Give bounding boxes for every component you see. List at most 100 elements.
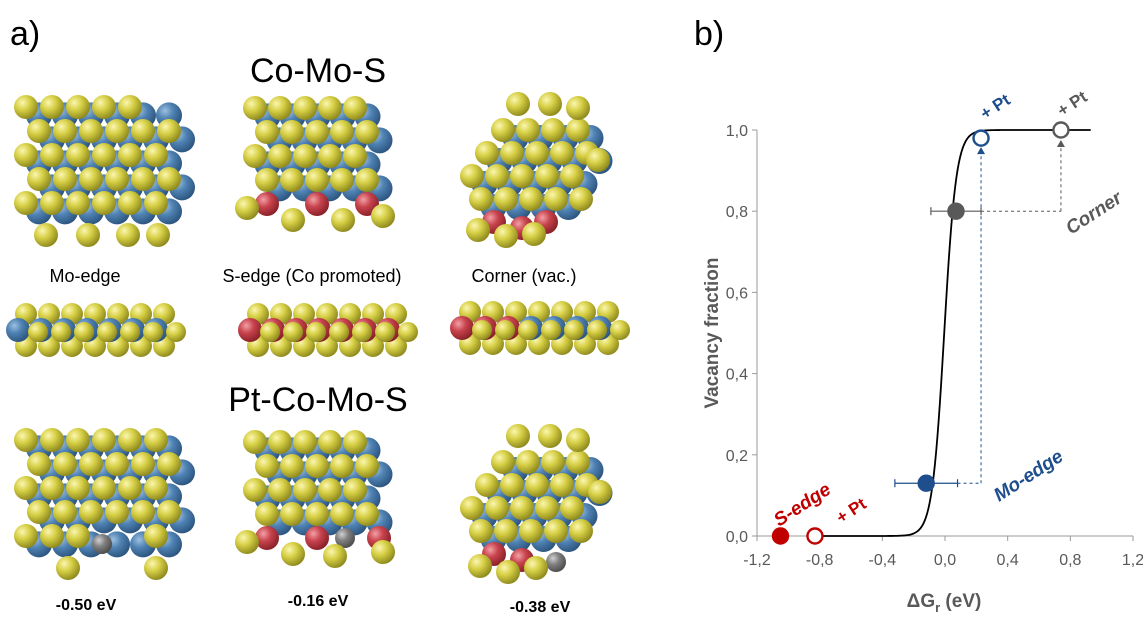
structure-mo-edge-top bbox=[14, 95, 195, 247]
sulfur-atom bbox=[14, 95, 38, 119]
cobalt-atom bbox=[238, 318, 262, 342]
sulfur-atom bbox=[280, 454, 304, 478]
cobalt-atom bbox=[255, 192, 279, 216]
sulfur-atom bbox=[331, 208, 355, 232]
sulfur-atom bbox=[53, 119, 77, 143]
corner-point bbox=[947, 202, 965, 220]
x-tick-label: 0,4 bbox=[997, 552, 1019, 569]
vacancy-chart: 0,0 0,2 0,4 0,6 0,8 1,0 -1,2 -0,8 -0,4 0,0 0,4 0,8 1… bbox=[702, 87, 1143, 615]
sulfur-atom bbox=[538, 92, 562, 116]
molybdenum-atom bbox=[6, 318, 30, 342]
sulfur-atom bbox=[116, 223, 140, 247]
sulfur-atom bbox=[506, 424, 530, 448]
y-tick-label: 0,4 bbox=[726, 367, 748, 384]
sulfur-atom bbox=[255, 502, 279, 526]
y-tick-label: 0,8 bbox=[726, 204, 748, 221]
sulfur-atom bbox=[40, 476, 64, 500]
energy-s-edge: -0.16 eV bbox=[288, 593, 349, 610]
sulfur-atom bbox=[495, 320, 515, 340]
sulfur-atom bbox=[535, 164, 559, 188]
sulfur-atom bbox=[14, 476, 38, 500]
x-tick-label: 0,8 bbox=[1059, 552, 1081, 569]
panel-b-label: b) bbox=[694, 15, 724, 53]
sigmoid-curve bbox=[811, 129, 1091, 537]
sulfur-atom bbox=[92, 476, 116, 500]
sulfur-atom bbox=[343, 478, 367, 502]
sulfur-atom bbox=[371, 204, 395, 228]
sulfur-atom bbox=[566, 428, 590, 452]
bottom-title: Pt-Co-Mo-S bbox=[228, 381, 407, 419]
sulfur-atom bbox=[560, 496, 584, 520]
sulfur-atom bbox=[105, 167, 129, 191]
sulfur-atom bbox=[525, 473, 549, 497]
sulfur-atom bbox=[40, 191, 64, 215]
sulfur-atom bbox=[40, 95, 64, 119]
sulfur-atom bbox=[524, 556, 548, 580]
y-axis-label: Vacancy fraction bbox=[702, 257, 723, 408]
sulfur-atom bbox=[588, 480, 612, 504]
y-tick-label: 1,0 bbox=[726, 123, 748, 140]
sulfur-atom bbox=[500, 141, 524, 165]
sulfur-atom bbox=[255, 454, 279, 478]
sulfur-atom bbox=[330, 168, 354, 192]
sulfur-atom bbox=[27, 452, 51, 476]
sulfur-atom bbox=[305, 454, 329, 478]
structure-corner-bottom bbox=[460, 424, 613, 584]
sulfur-atom bbox=[371, 540, 395, 564]
sulfur-atom bbox=[318, 96, 342, 120]
structure-s-edge-top bbox=[235, 96, 395, 232]
x-tick-label: -0,4 bbox=[869, 552, 897, 569]
sulfur-atom bbox=[280, 168, 304, 192]
sulfur-atom bbox=[157, 452, 181, 476]
structure-corner-top bbox=[460, 92, 613, 248]
sulfur-atom bbox=[566, 450, 590, 474]
sulfur-atom bbox=[460, 496, 484, 520]
sulfur-atom bbox=[519, 187, 543, 211]
sulfur-atom bbox=[92, 95, 116, 119]
x-tick-label: -0,8 bbox=[806, 552, 834, 569]
sulfur-atom bbox=[118, 191, 142, 215]
sulfur-atom bbox=[79, 167, 103, 191]
sulfur-atom bbox=[468, 554, 492, 578]
sulfur-atom bbox=[506, 92, 530, 116]
sulfur-atom bbox=[491, 118, 515, 142]
sulfur-atom bbox=[306, 322, 326, 342]
structure-s-edge-bottom bbox=[235, 430, 395, 568]
x-axis-label: ΔGr (eV) bbox=[907, 591, 982, 615]
sulfur-atom bbox=[97, 322, 117, 342]
sulfur-atom bbox=[475, 473, 499, 497]
sulfur-atom bbox=[34, 223, 58, 247]
sulfur-atom bbox=[281, 542, 305, 566]
structure-mo-edge-bottom bbox=[14, 428, 195, 580]
sulfur-atom bbox=[569, 519, 593, 543]
annotation-pt-red: + Pt bbox=[833, 494, 870, 527]
sulfur-atom bbox=[131, 167, 155, 191]
sulfur-atom bbox=[157, 167, 181, 191]
structure-label-mo-edge: Mo-edge bbox=[49, 266, 120, 286]
sulfur-atom bbox=[541, 118, 565, 142]
sulfur-atom bbox=[318, 430, 342, 454]
sulfur-atom bbox=[519, 519, 543, 543]
y-tick-label: 0,6 bbox=[726, 285, 748, 302]
sideview-corner bbox=[450, 301, 630, 355]
sulfur-atom bbox=[318, 144, 342, 168]
sulfur-atom bbox=[469, 187, 493, 211]
corner-pt-point bbox=[1052, 121, 1070, 139]
sulfur-atom bbox=[375, 322, 395, 342]
sulfur-atom bbox=[255, 168, 279, 192]
sulfur-atom bbox=[516, 450, 540, 474]
sulfur-atom bbox=[79, 119, 103, 143]
sulfur-atom bbox=[14, 191, 38, 215]
sulfur-atom bbox=[14, 143, 38, 167]
top-title: Co-Mo-S bbox=[250, 52, 386, 90]
sulfur-atom bbox=[293, 144, 317, 168]
sulfur-atom bbox=[268, 96, 292, 120]
sulfur-atom bbox=[550, 473, 574, 497]
sulfur-atom bbox=[544, 519, 568, 543]
sulfur-atom bbox=[566, 118, 590, 142]
sulfur-atom bbox=[566, 96, 590, 120]
sulfur-atom bbox=[355, 454, 379, 478]
sulfur-atom bbox=[268, 478, 292, 502]
sulfur-atom bbox=[144, 524, 168, 548]
